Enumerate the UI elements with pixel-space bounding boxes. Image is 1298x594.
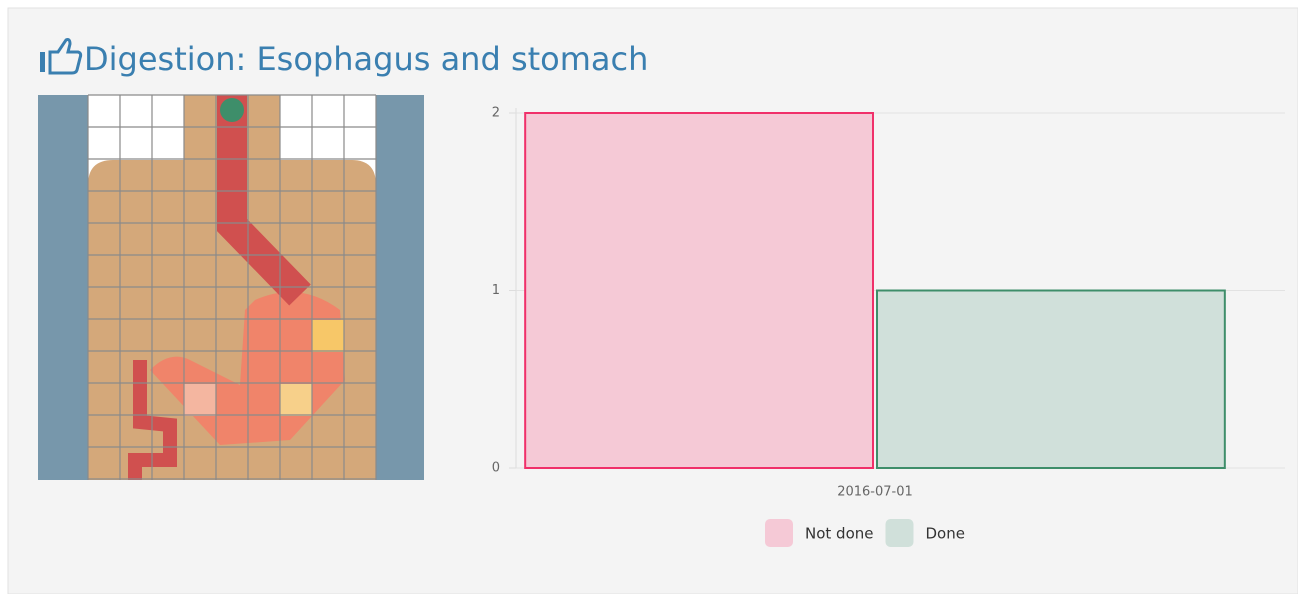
page: Digestion: Esophagus and stomach 0 1 2 2016… — [0, 0, 1298, 594]
legend-swatch[interactable] — [885, 519, 913, 547]
panel-title: Digestion: Esophagus and stomach — [84, 40, 648, 78]
x-tick-label: 2016-07-01 — [837, 485, 913, 500]
legend-swatch[interactable] — [765, 519, 793, 547]
screen: Digestion: Esophagus and stomach 0 1 2 2016… — [0, 0, 1298, 594]
y-tick-label: 0 — [492, 461, 500, 476]
bar — [525, 113, 873, 468]
digestion-illustration — [38, 95, 424, 480]
legend-label[interactable]: Done — [925, 525, 964, 543]
legend-label[interactable]: Not done — [805, 525, 873, 543]
bar — [877, 291, 1225, 469]
y-tick-label: 2 — [492, 106, 500, 121]
y-tick-label: 1 — [492, 283, 500, 298]
